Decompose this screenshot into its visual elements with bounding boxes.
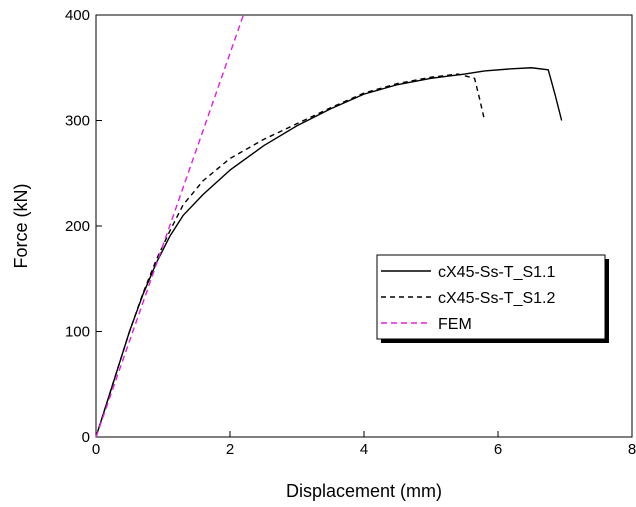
- y-axis-title: Force (kN): [11, 184, 31, 269]
- legend-label: cX45-Ss-T_S1.2: [438, 290, 555, 307]
- y-tick-label: 100: [65, 324, 90, 341]
- y-tick-label: 400: [65, 7, 90, 24]
- y-tick-label: 200: [65, 218, 90, 235]
- legend-box: [376, 254, 606, 340]
- y-tick-label: 0: [82, 429, 90, 446]
- axis-ticks: 0 2 4 6 8 0 100 200 300 400: [65, 7, 636, 458]
- legend: cX45-Ss-T_S1.1 cX45-Ss-T_S1.2 FEM: [376, 254, 609, 343]
- x-tick-label: 6: [494, 441, 502, 458]
- y-tick-label: 300: [65, 113, 90, 130]
- series-line-1: [95, 67, 563, 438]
- series-layer: [95, 14, 563, 438]
- x-tick-label: 2: [226, 441, 234, 458]
- x-tick-label: 8: [628, 441, 636, 458]
- series-line-3: [95, 14, 245, 438]
- x-tick-label: 4: [360, 441, 368, 458]
- x-tick-label: 0: [92, 441, 100, 458]
- series-line-2: [95, 73, 486, 438]
- legend-label: FEM: [438, 316, 472, 333]
- legend-label: cX45-Ss-T_S1.1: [438, 264, 555, 281]
- x-axis-title: Displacement (mm): [286, 481, 442, 501]
